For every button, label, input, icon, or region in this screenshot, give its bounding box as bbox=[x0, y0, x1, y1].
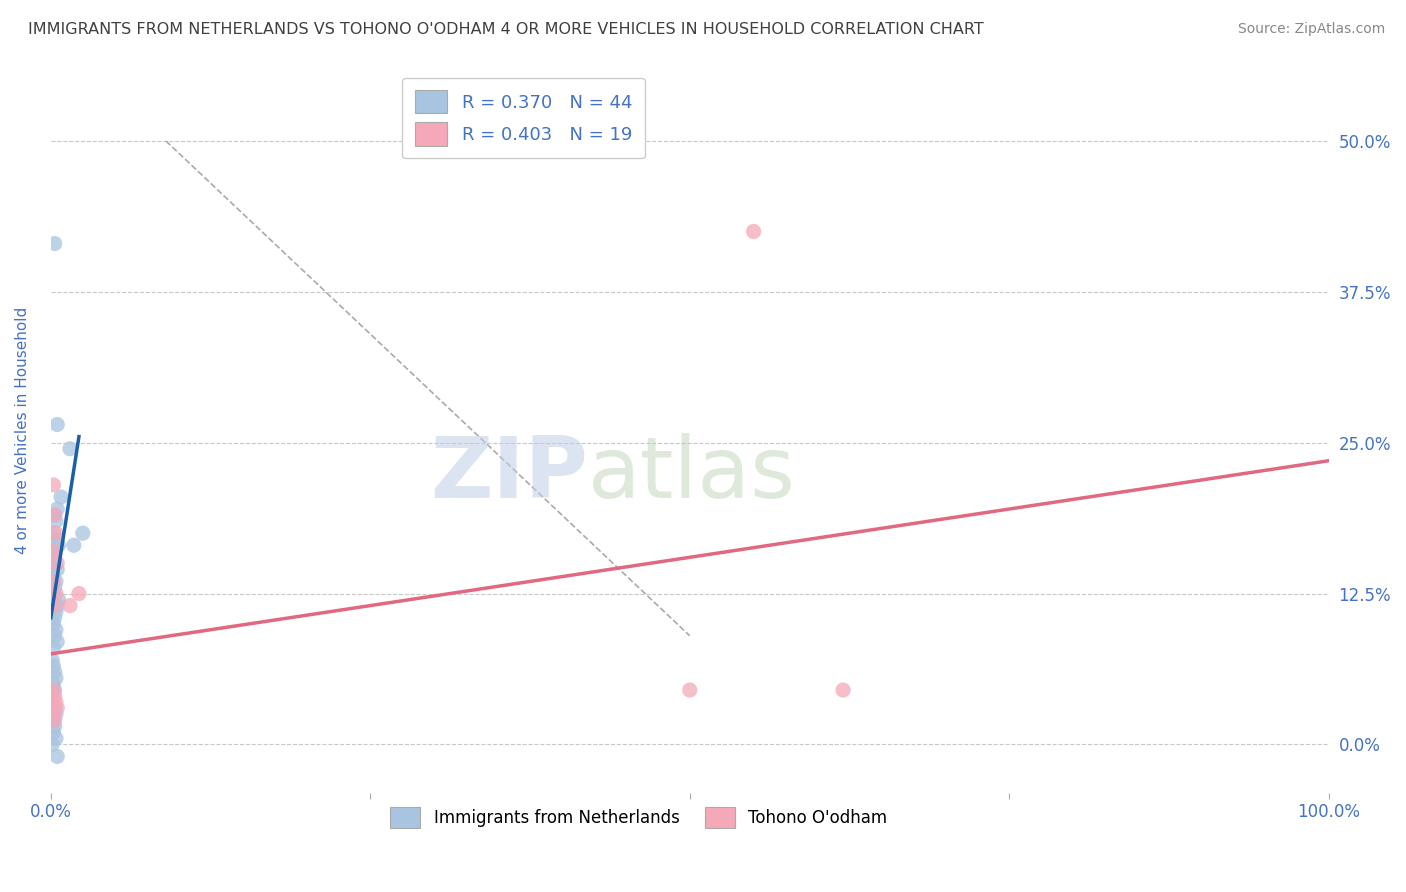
Point bbox=[44, 544, 66, 558]
Point bbox=[44, 713, 66, 727]
Point bbox=[679, 683, 702, 698]
Text: ZIP: ZIP bbox=[430, 433, 588, 516]
Point bbox=[44, 683, 66, 698]
Point bbox=[46, 417, 69, 432]
Point bbox=[46, 701, 69, 715]
Point bbox=[44, 610, 66, 624]
Text: atlas: atlas bbox=[588, 433, 796, 516]
Point bbox=[45, 605, 67, 619]
Point bbox=[42, 683, 65, 698]
Point bbox=[41, 695, 63, 709]
Point bbox=[42, 713, 65, 727]
Point bbox=[46, 562, 69, 576]
Point bbox=[44, 719, 66, 733]
Point bbox=[42, 478, 65, 492]
Point bbox=[46, 502, 69, 516]
Y-axis label: 4 or more Vehicles in Household: 4 or more Vehicles in Household bbox=[15, 307, 30, 554]
Point bbox=[42, 526, 65, 541]
Point bbox=[832, 683, 855, 698]
Point bbox=[44, 508, 66, 522]
Point bbox=[45, 707, 67, 722]
Point bbox=[45, 623, 67, 637]
Point bbox=[44, 508, 66, 522]
Point bbox=[41, 586, 63, 600]
Point bbox=[63, 538, 86, 552]
Point bbox=[42, 574, 65, 589]
Point bbox=[59, 442, 82, 456]
Point bbox=[45, 731, 67, 746]
Point bbox=[44, 544, 66, 558]
Point bbox=[44, 701, 66, 715]
Point bbox=[44, 689, 66, 703]
Point bbox=[42, 550, 65, 565]
Point bbox=[45, 695, 67, 709]
Point bbox=[46, 557, 69, 571]
Point bbox=[46, 634, 69, 648]
Point bbox=[42, 659, 65, 673]
Point bbox=[67, 586, 90, 600]
Point bbox=[45, 586, 67, 600]
Point bbox=[42, 616, 65, 631]
Point bbox=[44, 236, 66, 251]
Point bbox=[45, 532, 67, 546]
Point bbox=[41, 738, 63, 752]
Point bbox=[742, 224, 765, 238]
Point bbox=[48, 538, 70, 552]
Point bbox=[42, 568, 65, 582]
Point bbox=[59, 599, 82, 613]
Text: Source: ZipAtlas.com: Source: ZipAtlas.com bbox=[1237, 22, 1385, 37]
Point bbox=[49, 490, 72, 504]
Point bbox=[41, 653, 63, 667]
Point bbox=[42, 677, 65, 691]
Legend: Immigrants from Netherlands, Tohono O'odham: Immigrants from Netherlands, Tohono O'od… bbox=[384, 800, 894, 835]
Point bbox=[44, 629, 66, 643]
Point bbox=[44, 665, 66, 679]
Point bbox=[72, 526, 94, 541]
Point bbox=[45, 574, 67, 589]
Point bbox=[42, 725, 65, 739]
Point bbox=[46, 599, 69, 613]
Point bbox=[42, 707, 65, 722]
Text: IMMIGRANTS FROM NETHERLANDS VS TOHONO O'ODHAM 4 OR MORE VEHICLES IN HOUSEHOLD CO: IMMIGRANTS FROM NETHERLANDS VS TOHONO O'… bbox=[28, 22, 984, 37]
Point bbox=[44, 581, 66, 595]
Point bbox=[45, 526, 67, 541]
Point bbox=[48, 592, 70, 607]
Point bbox=[45, 671, 67, 685]
Point bbox=[46, 749, 69, 764]
Point bbox=[44, 599, 66, 613]
Point bbox=[45, 514, 67, 528]
Point bbox=[42, 640, 65, 655]
Point bbox=[44, 557, 66, 571]
